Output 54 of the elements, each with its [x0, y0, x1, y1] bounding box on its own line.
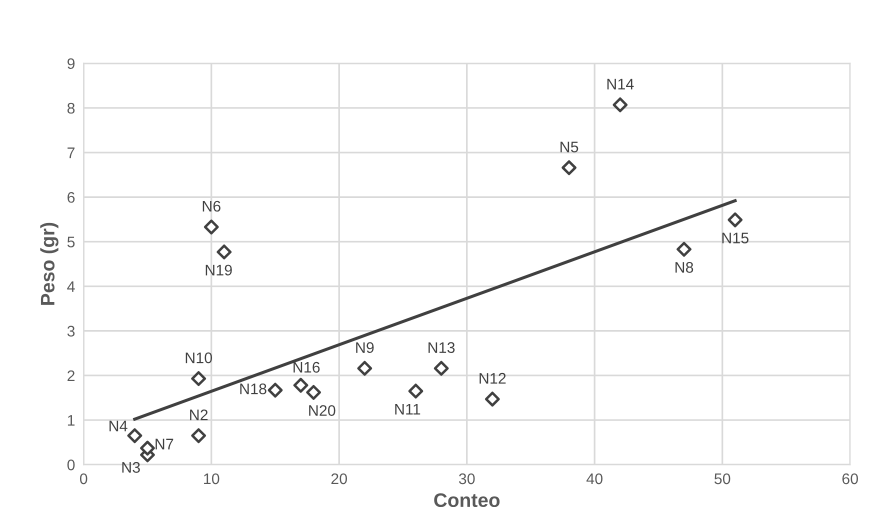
x-tick-label: 50: [714, 473, 730, 484]
point: [191, 371, 206, 386]
point: [612, 97, 628, 112]
y-tick-label: 1: [68, 415, 75, 426]
y-tick-label: 5: [67, 236, 75, 248]
x-axis-title: Conteo: [434, 493, 500, 508]
x-tick-label: 40: [586, 473, 603, 484]
point: [293, 378, 308, 393]
annotation: N18: [240, 383, 266, 394]
x-tick-label: 20: [331, 473, 348, 484]
point: [140, 440, 155, 456]
annotation: N5: [560, 142, 578, 152]
x-tick-label: 30: [458, 473, 475, 484]
x-tick-label: 10: [204, 473, 220, 484]
y-tick-label: 2: [68, 370, 75, 381]
point: [191, 428, 206, 444]
annotation: N6: [202, 200, 220, 212]
annotation: N11: [395, 404, 420, 414]
annotation: N8: [676, 262, 694, 273]
point: [306, 384, 322, 400]
point: [562, 160, 577, 176]
point: [408, 384, 424, 399]
annotation: N13: [428, 342, 455, 353]
annotation: N10: [186, 352, 212, 364]
point: [127, 428, 142, 444]
point: [268, 382, 283, 398]
annotation: N2: [190, 409, 208, 420]
point: [204, 220, 219, 234]
annotation: N16: [294, 362, 320, 373]
y-tick-label: 9: [68, 58, 75, 70]
y-tick-label: 7: [68, 148, 75, 158]
annotation: N20: [309, 405, 336, 416]
point: [728, 212, 743, 228]
y-tick-label: 8: [67, 102, 75, 114]
annotation: N9: [356, 342, 374, 353]
point: [676, 242, 692, 257]
y-axis-title: Peso (gr): [40, 222, 58, 305]
annotation: N12: [480, 372, 506, 384]
annotation: N15: [722, 232, 748, 244]
point: [216, 244, 232, 260]
y-tick-label: 3: [67, 326, 75, 337]
annotation: N19: [206, 264, 232, 276]
y-tick-label: 4: [67, 281, 75, 292]
x-tick-label: 60: [842, 473, 858, 484]
annotation: N3: [122, 462, 140, 473]
point: [357, 360, 372, 376]
y-tick-label: 0: [67, 460, 75, 470]
annotation: N7: [156, 438, 174, 450]
annotation: N14: [607, 78, 634, 90]
x-tick-label: 0: [80, 473, 88, 484]
annotation: N4: [110, 420, 128, 432]
point: [484, 392, 500, 407]
point: [434, 360, 449, 376]
y-tick-label: 6: [68, 192, 75, 203]
